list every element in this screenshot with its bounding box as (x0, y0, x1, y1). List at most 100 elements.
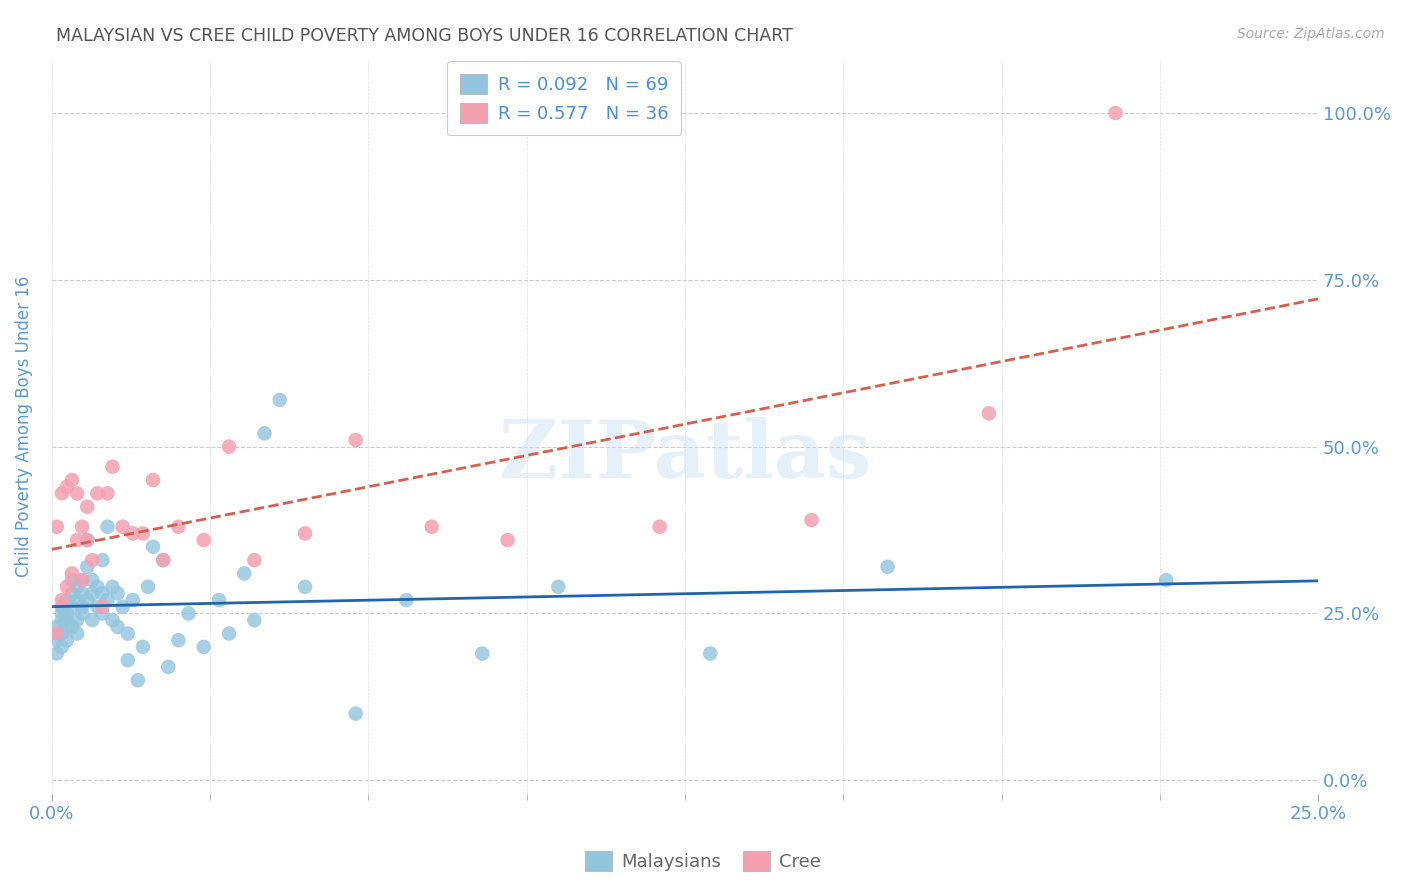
Point (177, 607, 200, 621)
Point (91, 586, 114, 600)
Point (70, 607, 93, 621)
Point (45, 620, 67, 634)
Point (132, 640, 155, 654)
Point (142, 473, 165, 487)
Point (395, 593, 418, 607)
Point (86, 599, 108, 614)
Point (121, 526, 143, 541)
Point (86, 580, 108, 594)
Point (496, 533, 519, 547)
Point (56, 633, 79, 648)
Point (60, 620, 83, 634)
Point (45, 520, 67, 534)
Point (51, 486, 73, 500)
Point (111, 520, 134, 534)
Point (70, 573, 93, 587)
Point (193, 640, 215, 654)
Text: Source: ZipAtlas.com: Source: ZipAtlas.com (1237, 27, 1385, 41)
Legend: R = 0.092   N = 69, R = 0.577   N = 36: R = 0.092 N = 69, R = 0.577 N = 36 (447, 62, 681, 136)
Point (91, 607, 114, 621)
Point (76, 500, 98, 514)
Point (66, 613, 89, 627)
Point (82, 613, 104, 627)
Point (76, 533, 98, 547)
Point (66, 593, 89, 607)
Point (51, 626, 73, 640)
Point (648, 520, 671, 534)
Point (117, 653, 139, 667)
Point (82, 573, 104, 587)
Point (107, 620, 129, 634)
Point (167, 520, 190, 534)
Point (167, 633, 190, 648)
Point (66, 533, 89, 547)
Y-axis label: Child Poverty Among Boys Under 16: Child Poverty Among Boys Under 16 (15, 276, 32, 577)
Point (218, 626, 240, 640)
Point (70, 599, 93, 614)
Point (91, 599, 114, 614)
Point (344, 706, 367, 721)
Point (107, 586, 129, 600)
Point (70, 573, 93, 587)
Point (471, 647, 494, 661)
Point (157, 660, 180, 674)
Point (132, 526, 155, 541)
Point (60, 586, 83, 600)
Point (208, 593, 231, 607)
Point (294, 580, 316, 594)
Point (233, 566, 256, 581)
Point (269, 392, 291, 407)
Point (51, 607, 73, 621)
Point (56, 480, 79, 494)
Point (152, 553, 174, 567)
Point (243, 613, 266, 627)
Point (96, 593, 118, 607)
Point (56, 593, 79, 607)
Point (60, 599, 83, 614)
Point (111, 599, 134, 614)
Point (101, 459, 124, 474)
Point (56, 613, 79, 627)
Point (60, 573, 83, 587)
Point (66, 486, 89, 500)
Text: MALAYSIAN VS CREE CHILD POVERTY AMONG BOYS UNDER 16 CORRELATION CHART: MALAYSIAN VS CREE CHILD POVERTY AMONG BO… (56, 27, 793, 45)
Point (876, 559, 898, 574)
Text: ZIPatlas: ZIPatlas (499, 417, 872, 495)
Point (51, 599, 73, 614)
Point (51, 613, 73, 627)
Point (82, 553, 104, 567)
Point (76, 533, 98, 547)
Point (547, 580, 569, 594)
Point (420, 520, 443, 534)
Point (56, 580, 79, 594)
Point (86, 486, 108, 500)
Point (218, 440, 240, 454)
Point (101, 580, 124, 594)
Point (1154, 573, 1177, 587)
Point (91, 553, 114, 567)
Point (45, 647, 67, 661)
Point (136, 580, 159, 594)
Point (76, 559, 98, 574)
Point (45, 626, 67, 640)
Point (96, 520, 118, 534)
Point (56, 620, 79, 634)
Point (51, 640, 73, 654)
Point (699, 647, 721, 661)
Point (70, 586, 93, 600)
Point (1104, 106, 1126, 120)
Point (152, 553, 174, 567)
Point (96, 486, 118, 500)
Point (45, 633, 67, 648)
Point (51, 593, 73, 607)
Point (127, 673, 149, 688)
Point (82, 586, 104, 600)
Point (101, 613, 124, 627)
Point (66, 580, 89, 594)
Point (800, 513, 823, 527)
Legend: Malaysians, Cree: Malaysians, Cree (578, 844, 828, 879)
Point (76, 593, 98, 607)
Point (121, 593, 143, 607)
Point (243, 553, 266, 567)
Point (977, 406, 1000, 420)
